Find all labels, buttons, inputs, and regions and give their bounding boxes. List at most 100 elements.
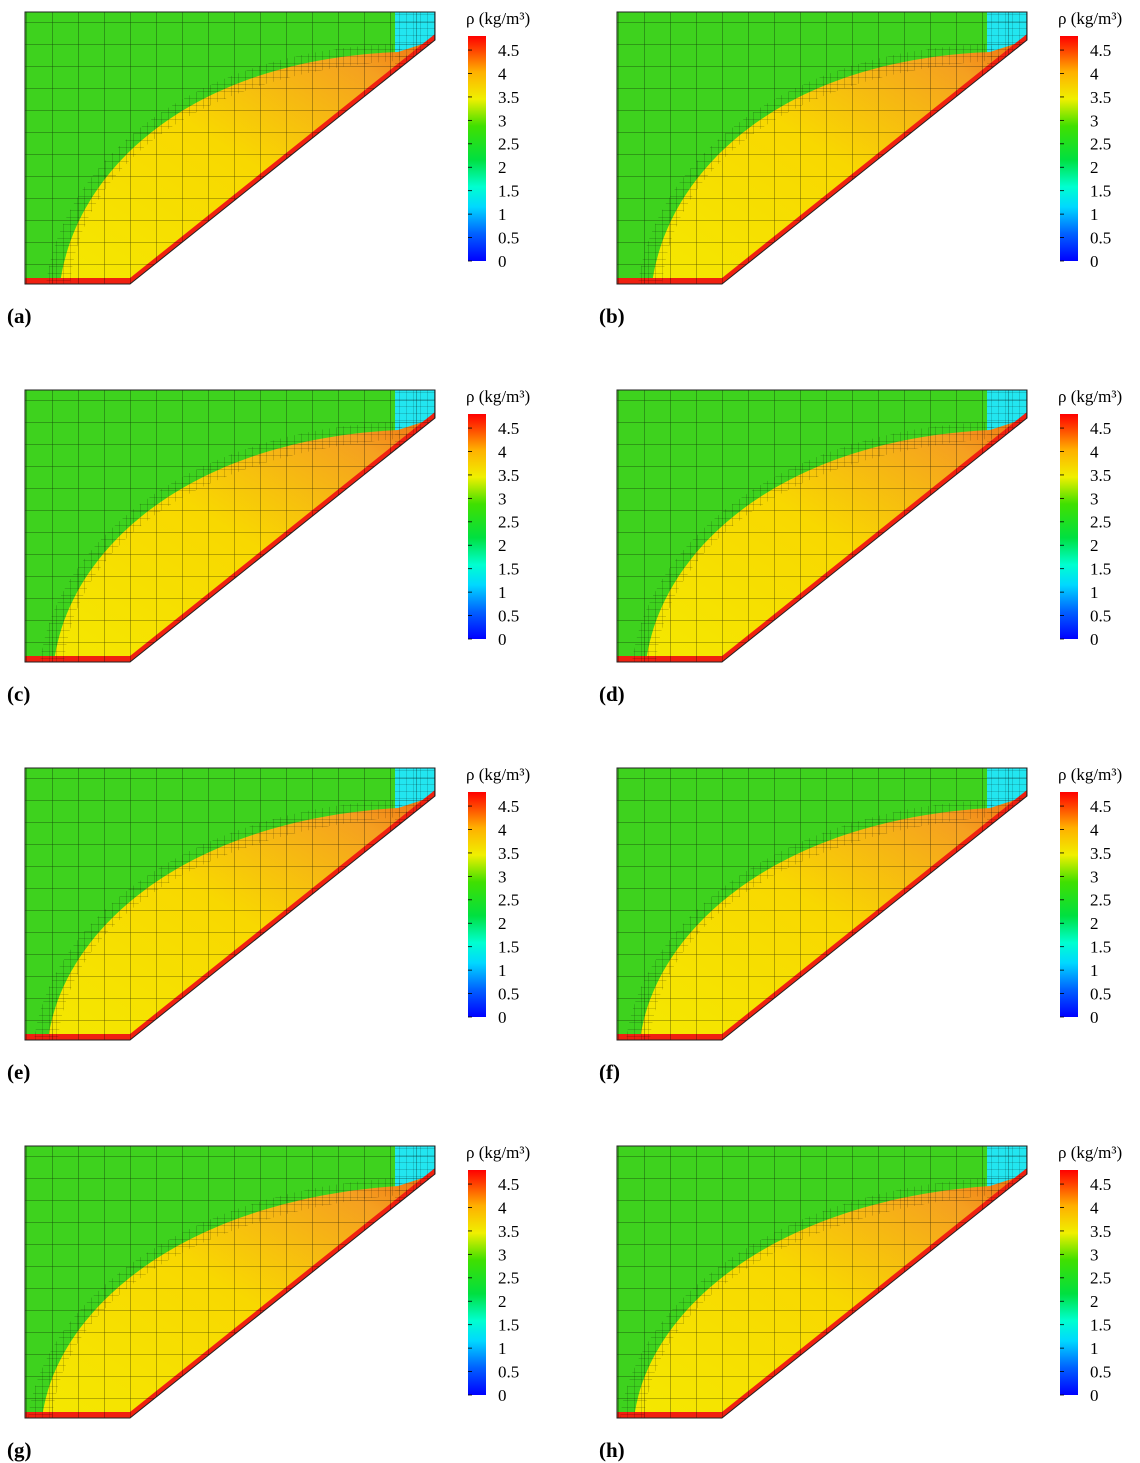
corner-mesh: [987, 12, 1027, 72]
contour-plot: [25, 768, 435, 1040]
mesh: [617, 390, 1027, 662]
panel-label: (c): [7, 682, 30, 706]
mesh: [25, 390, 435, 662]
colorbar-tick-label: 4.5: [1090, 1175, 1111, 1194]
colorbar: [468, 1170, 486, 1395]
domain-outline: [616, 389, 1028, 663]
colorbar-tick-label: 1.5: [498, 1316, 519, 1335]
colorbar-tick-label: 0.5: [1090, 606, 1111, 625]
colorbar-tick-label: 1: [1090, 1339, 1099, 1358]
colorbar-tick-label: 4: [1090, 1198, 1099, 1217]
colorbar-tick-label: 3.5: [498, 466, 519, 485]
contour-plot: [25, 1146, 435, 1418]
colorbar-tick-label: 2: [1090, 1292, 1099, 1311]
colorbar-tick-label: 1.5: [1090, 182, 1111, 201]
contour-plot: [25, 390, 435, 662]
colorbar-tick-label: 2.5: [498, 1269, 519, 1288]
colorbar-tick-label: 2.5: [1090, 1269, 1111, 1288]
panel-label: (f): [599, 1060, 620, 1084]
colorbar-title: ρ (kg/m³): [466, 387, 530, 406]
colorbar-tick-label: 3.5: [498, 1222, 519, 1241]
colorbar-tick-label: 0.5: [1090, 228, 1111, 247]
colorbar-tick-label: 2: [498, 158, 507, 177]
colorbar-tick-label: 3: [498, 867, 507, 886]
panel-label: (a): [7, 304, 32, 328]
colorbar: [1060, 414, 1078, 639]
colorbar-title: ρ (kg/m³): [466, 9, 530, 28]
panel: ρ (kg/m³) 0 0.5 1 1.5 2 2.5 3 3.5 4 4.5 (b): [599, 9, 1122, 328]
colorbar-tick-label: 0: [1090, 630, 1099, 649]
contour-plot: [25, 12, 435, 284]
colorbar-tick-label: 4: [1090, 442, 1099, 461]
colorbar-tick-label: 0.5: [498, 606, 519, 625]
panel: ρ (kg/m³) 0 0.5 1 1.5 2 2.5 3 3.5 4 4.5 (f): [599, 765, 1122, 1084]
colorbar-tick-label: 0: [1090, 1386, 1099, 1405]
colorbar: [468, 792, 486, 1017]
panel-label: (e): [7, 1060, 30, 1084]
colorbar: [468, 414, 486, 639]
colorbar-tick-label: 3.5: [498, 88, 519, 107]
colorbar-tick-label: 3.5: [1090, 88, 1111, 107]
contour-plot: [617, 1146, 1027, 1418]
colorbar-tick-label: 2: [1090, 158, 1099, 177]
corner-mesh: [987, 1146, 1027, 1206]
colorbar-tick-label: 1.5: [1090, 1316, 1111, 1335]
panel: ρ (kg/m³) 0 0.5 1 1.5 2 2.5 3 3.5 4 4.5 (h): [599, 1143, 1122, 1462]
domain-outline: [616, 767, 1028, 1041]
colorbar-tick-label: 3: [498, 489, 507, 508]
colorbar: [1060, 792, 1078, 1017]
colorbar-tick-label: 0: [1090, 252, 1099, 271]
domain-outline: [616, 11, 1028, 285]
colorbar-title: ρ (kg/m³): [1058, 765, 1122, 784]
panel-label: (d): [599, 682, 625, 706]
colorbar-tick-label: 4: [1090, 64, 1099, 83]
colorbar-tick-label: 0: [498, 1386, 507, 1405]
colorbar-title: ρ (kg/m³): [466, 765, 530, 784]
corner-mesh: [395, 1146, 435, 1206]
colorbar-tick-label: 2: [1090, 536, 1099, 555]
colorbar-tick-label: 2: [498, 1292, 507, 1311]
colorbar-tick-label: 4: [498, 1198, 507, 1217]
colorbar-tick-label: 1.5: [498, 938, 519, 957]
domain-outline: [24, 11, 436, 285]
colorbar-tick-label: 2.5: [498, 891, 519, 910]
colorbar-tick-label: 3.5: [1090, 466, 1111, 485]
colorbar-tick-label: 2: [498, 914, 507, 933]
domain-outline: [616, 1145, 1028, 1419]
colorbar-tick-label: 4.5: [498, 41, 519, 60]
mesh: [25, 1146, 435, 1418]
corner-mesh: [987, 768, 1027, 828]
colorbar-title: ρ (kg/m³): [466, 1143, 530, 1162]
panel-label: (g): [7, 1438, 32, 1462]
colorbar-tick-label: 4: [1090, 820, 1099, 839]
colorbar-title: ρ (kg/m³): [1058, 9, 1122, 28]
colorbar-tick-label: 0.5: [498, 1362, 519, 1381]
panel-label: (b): [599, 304, 625, 328]
colorbar: [1060, 36, 1078, 261]
colorbar-tick-label: 2.5: [1090, 135, 1111, 154]
domain-outline: [24, 767, 436, 1041]
colorbar-tick-label: 3: [1090, 489, 1099, 508]
colorbar: [1060, 1170, 1078, 1395]
panel: ρ (kg/m³) 0 0.5 1 1.5 2 2.5 3 3.5 4 4.5 (g): [7, 1143, 530, 1462]
colorbar-title: ρ (kg/m³): [1058, 387, 1122, 406]
colorbar-tick-label: 0.5: [498, 228, 519, 247]
colorbar-tick-label: 4: [498, 820, 507, 839]
mesh: [617, 768, 1027, 1040]
colorbar-tick-label: 0.5: [1090, 1362, 1111, 1381]
colorbar-tick-label: 4: [498, 442, 507, 461]
colorbar-tick-label: 3: [1090, 867, 1099, 886]
colorbar-tick-label: 3: [1090, 1245, 1099, 1264]
colorbar-tick-label: 1.5: [1090, 560, 1111, 579]
mesh: [25, 12, 435, 284]
colorbar-tick-label: 2.5: [498, 513, 519, 532]
colorbar-tick-label: 0: [498, 630, 507, 649]
mesh: [617, 1146, 1027, 1418]
panel: ρ (kg/m³) 0 0.5 1 1.5 2 2.5 3 3.5 4 4.5 (d): [599, 387, 1122, 706]
colorbar-tick-label: 3.5: [498, 844, 519, 863]
colorbar-tick-label: 4.5: [498, 1175, 519, 1194]
mesh: [617, 12, 1027, 284]
corner-mesh: [395, 390, 435, 450]
mesh: [25, 768, 435, 1040]
colorbar-tick-label: 4.5: [498, 419, 519, 438]
